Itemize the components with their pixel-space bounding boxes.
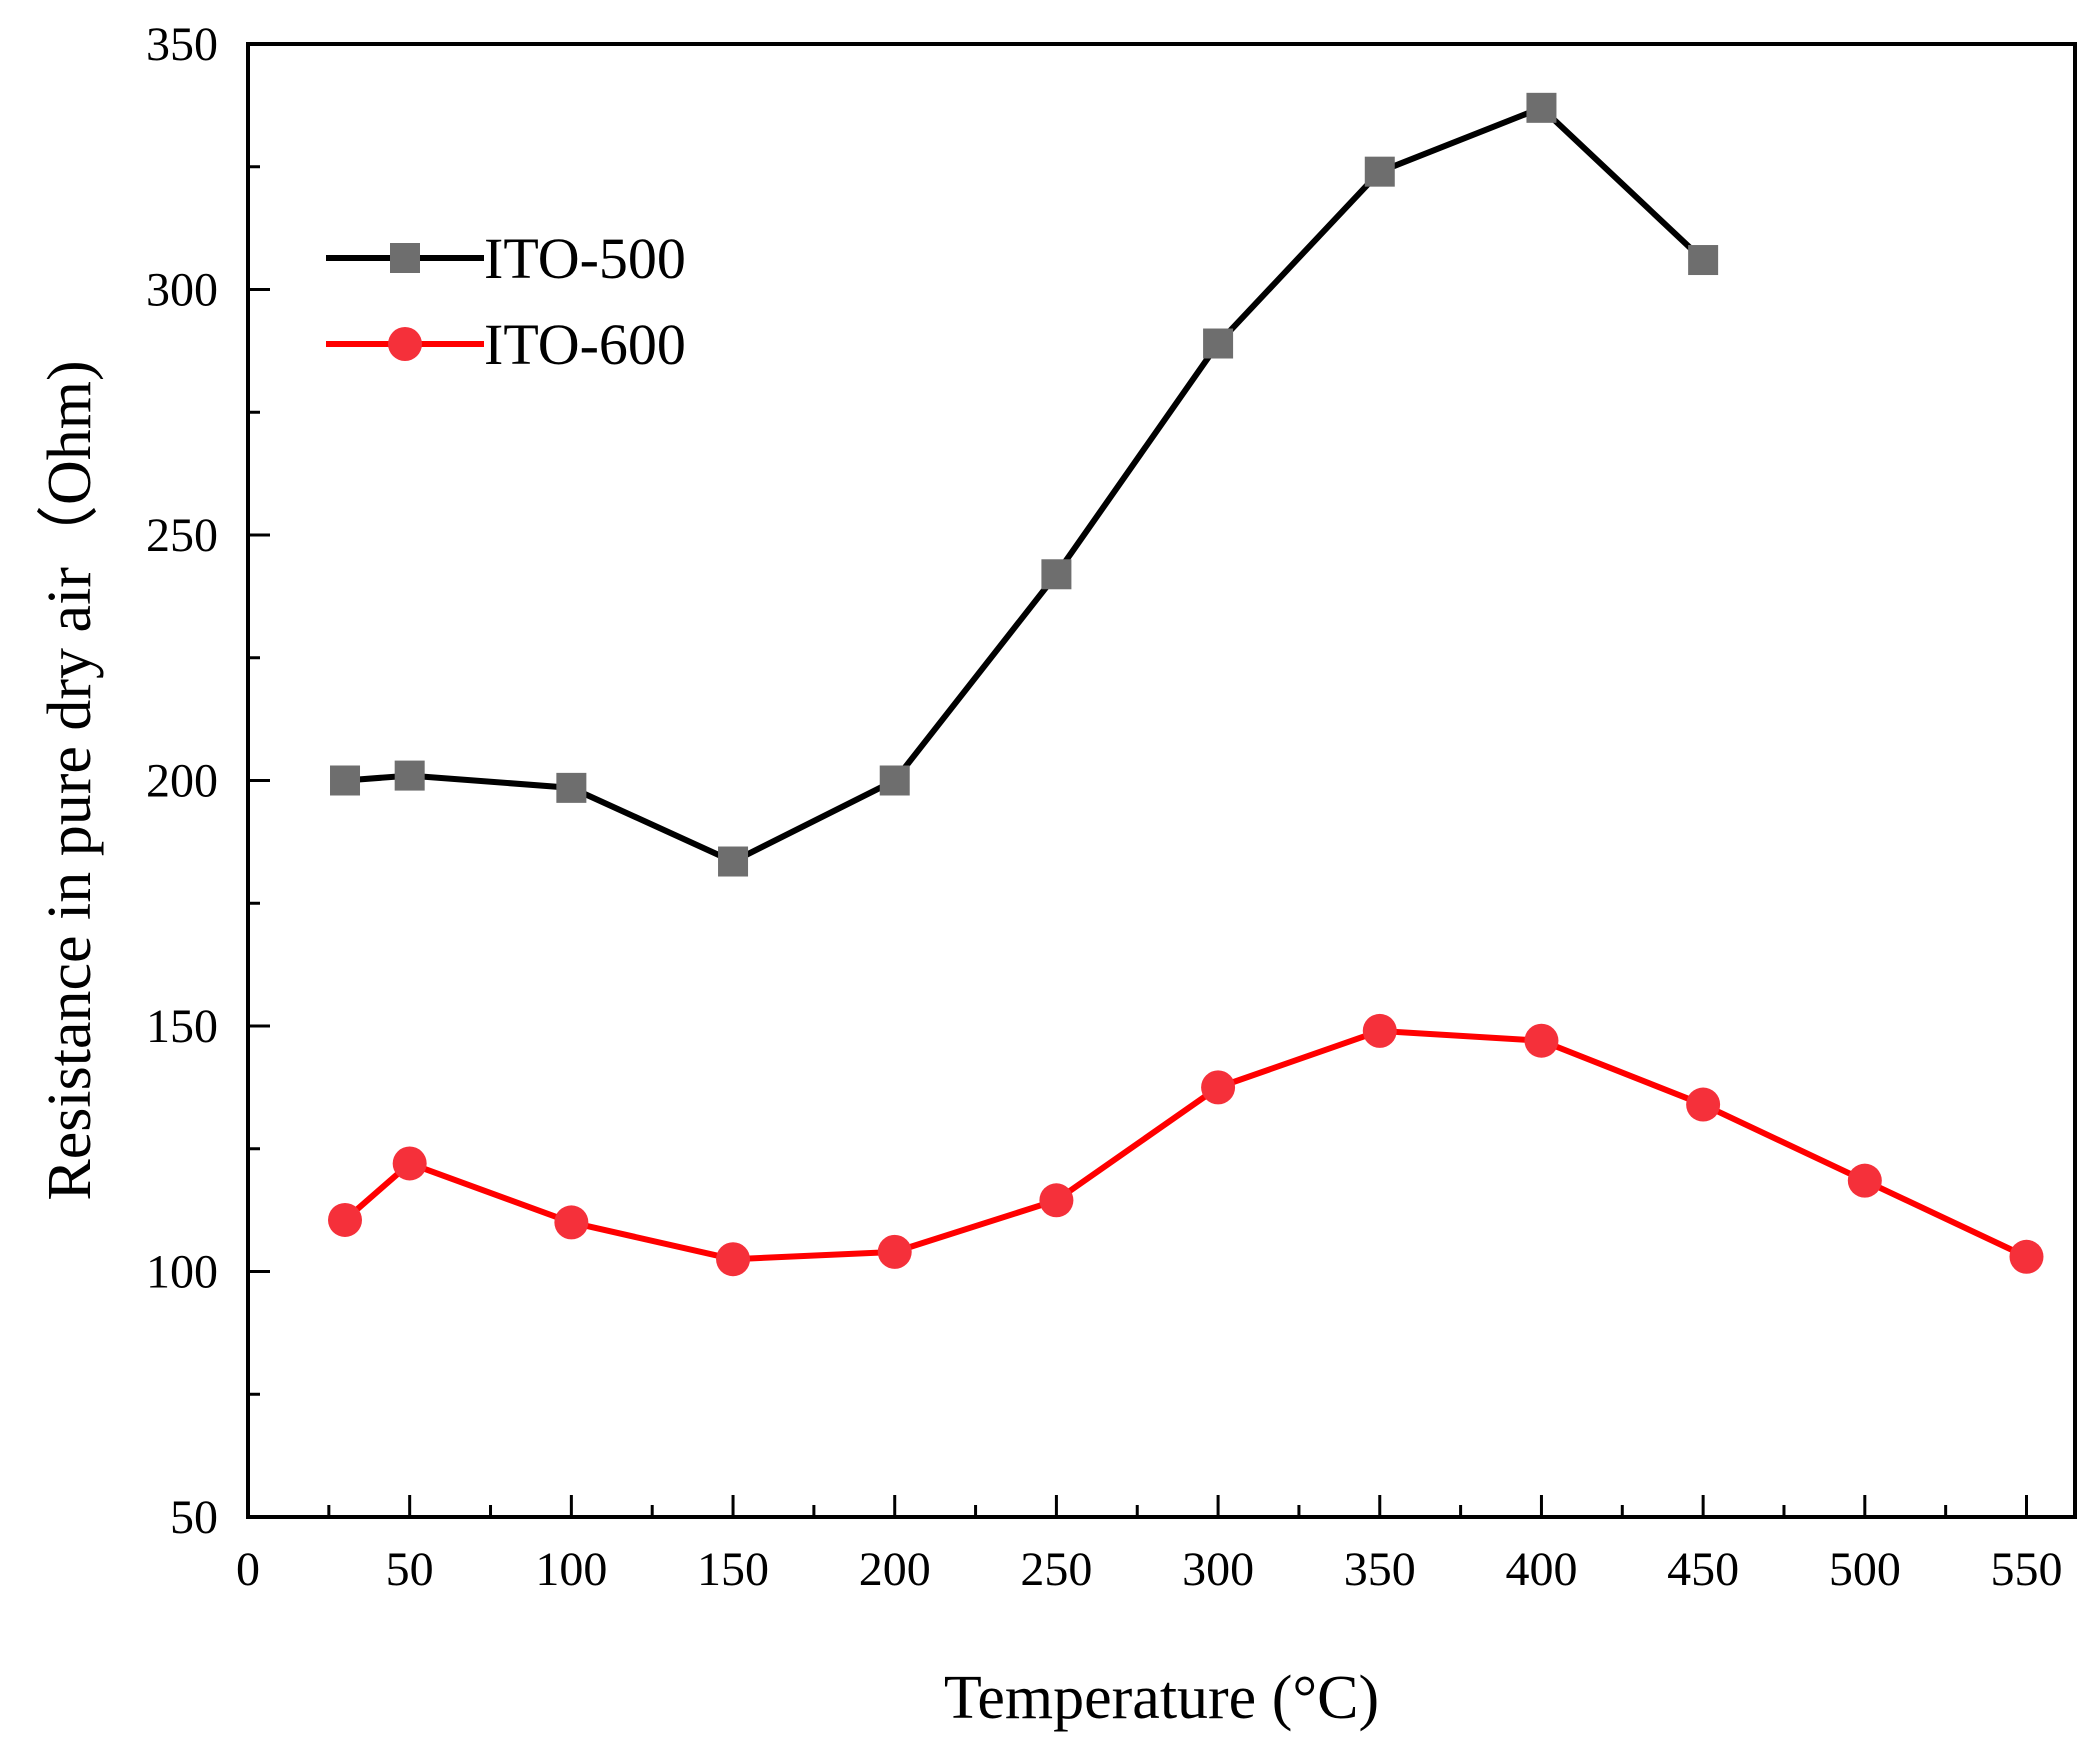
y-tick-label: 100 — [146, 1246, 218, 1299]
x-tick-label: 150 — [697, 1543, 769, 1596]
legend-marker-ito-500 — [390, 243, 420, 273]
data-point-ito-500 — [1041, 559, 1072, 590]
y-tick-label: 300 — [146, 264, 218, 317]
series-line-ito-500 — [344, 104, 1706, 865]
x-tick-label: 0 — [236, 1543, 260, 1596]
legend-item-ito-600: ITO-600 — [326, 312, 686, 377]
data-point-ito-500 — [1364, 156, 1395, 187]
data-point-ito-600 — [716, 1242, 751, 1277]
data-point-ito-500 — [394, 760, 425, 791]
data-point-ito-600 — [1039, 1183, 1074, 1218]
data-point-ito-600 — [1362, 1013, 1397, 1048]
legend: ITO-500 ITO-600 — [326, 226, 686, 377]
y-tick-label: 200 — [146, 755, 218, 808]
axes: 0 50 100 150 200 250 300 350 400 450 500 550 50 100 15… — [146, 18, 2077, 1596]
data-point-ito-500 — [718, 846, 749, 877]
x-tick-label: 300 — [1182, 1543, 1254, 1596]
legend-marker-ito-600 — [388, 327, 422, 361]
x-tick-label: 350 — [1344, 1543, 1416, 1596]
x-tick-label: 200 — [859, 1543, 931, 1596]
data-point-ito-500 — [330, 765, 361, 796]
data-point-ito-600 — [328, 1202, 363, 1237]
x-tick-label: 550 — [1990, 1543, 2062, 1596]
data-point-ito-600 — [554, 1205, 589, 1240]
data-point-ito-600 — [1686, 1087, 1721, 1122]
data-point-ito-500 — [1203, 328, 1234, 359]
x-axis-title: Temperature (°C) — [944, 1664, 1379, 1732]
data-point-ito-600 — [1524, 1023, 1559, 1058]
data-point-ito-600 — [1201, 1070, 1236, 1105]
y-tick-label: 350 — [146, 18, 218, 71]
data-point-ito-600 — [1847, 1163, 1882, 1198]
x-tick-label: 50 — [386, 1543, 434, 1596]
x-tick-label: 400 — [1505, 1543, 1577, 1596]
x-tick-label: 500 — [1829, 1543, 1901, 1596]
data-point-ito-600 — [877, 1234, 912, 1269]
x-tick-label: 100 — [535, 1543, 607, 1596]
x-tick-label: 450 — [1667, 1543, 1739, 1596]
legend-label-ito-600: ITO-600 — [484, 312, 686, 377]
data-point-ito-600 — [2009, 1239, 2044, 1274]
data-point-ito-500 — [879, 765, 910, 796]
data-point-ito-500 — [1526, 92, 1557, 123]
y-tick-label: 250 — [146, 509, 218, 562]
series-line-ito-600 — [343, 1027, 2028, 1263]
data-point-ito-500 — [1688, 245, 1719, 276]
plot-area — [328, 92, 2044, 1277]
data-point-ito-500 — [556, 772, 587, 803]
y-tick-label: 50 — [170, 1491, 218, 1544]
y-tick-label: 150 — [146, 1000, 218, 1053]
y-axis-title: Resistance in pure dry air（Ohm) — [36, 360, 104, 1200]
series-ito-600 — [328, 1013, 2044, 1277]
series-ito-500 — [330, 92, 1719, 877]
legend-item-ito-500: ITO-500 — [326, 226, 686, 291]
x-tick-label: 250 — [1020, 1543, 1092, 1596]
data-point-ito-600 — [392, 1146, 427, 1181]
legend-label-ito-500: ITO-500 — [484, 226, 686, 291]
